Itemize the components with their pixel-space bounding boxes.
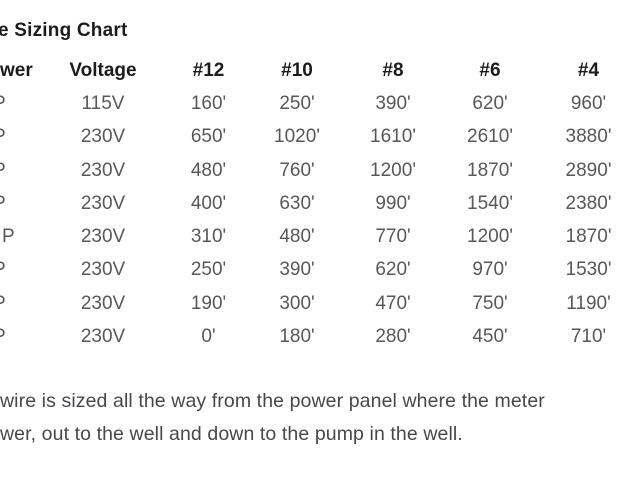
cell-wire-6: 1540'	[467, 192, 513, 214]
cell-wire-12: 400'	[190, 192, 227, 214]
wire-sizing-table: wer Voltage #12 #10 #8 #6 #4 P 115V 160'…	[0, 54, 640, 354]
footnote-line-2: wer, out to the well and down to the pum…	[0, 423, 463, 445]
header-voltage: Voltage	[69, 59, 137, 81]
header-wire-gauge-12: #12	[192, 59, 225, 81]
cell-wire-4: 2890'	[565, 159, 612, 181]
cell-wire-8: 1200'	[370, 159, 416, 181]
cell-horsepower: P	[0, 93, 40, 115]
cell-wire-12: 190'	[190, 292, 227, 314]
cell-wire-10: 180'	[279, 326, 315, 348]
cell-voltage: 230V	[80, 226, 126, 248]
header-horsepower: wer	[0, 59, 33, 81]
cell-wire-10: 390'	[279, 259, 315, 281]
cell-wire-10: 300'	[279, 292, 315, 314]
cell-wire-8: 770'	[375, 226, 411, 248]
footnote-line-1: wire is sized all the way from the power…	[0, 390, 545, 412]
cell-wire-8: 620'	[375, 259, 411, 281]
cell-wire-4: 1190'	[566, 292, 611, 314]
cell-wire-6: 1870'	[467, 159, 513, 181]
table-row: P 230V 250' 390' 620' 970' 1530'	[0, 254, 640, 287]
cell-voltage: 230V	[80, 326, 126, 348]
cell-wire-4: 710'	[570, 326, 607, 348]
cell-wire-4: 2380'	[565, 192, 612, 214]
cell-voltage: 230V	[80, 159, 126, 181]
table-row: P 230V 310' 480' 770' 1200' 1870'	[0, 220, 640, 253]
cell-horsepower: P	[0, 160, 40, 182]
cell-wire-12: 650'	[190, 126, 227, 148]
cell-voltage: 230V	[80, 192, 126, 214]
cell-voltage: 230V	[80, 126, 126, 148]
cell-voltage: 115V	[81, 92, 125, 114]
cell-wire-8: 390'	[375, 92, 411, 114]
cell-wire-10: 630'	[279, 192, 315, 214]
cell-horsepower: P	[0, 326, 40, 348]
cell-wire-8: 1610'	[370, 126, 416, 148]
cell-wire-6: 450'	[472, 326, 508, 348]
cell-wire-4: 1870'	[565, 226, 612, 248]
header-wire-gauge-8: #8	[382, 59, 404, 81]
cell-horsepower: P	[2, 226, 15, 248]
cell-wire-8: 470'	[375, 292, 411, 314]
cell-wire-4: 1530'	[565, 259, 612, 281]
table-row: P 230V 400' 630' 990' 1540' 2380'	[0, 187, 640, 220]
cell-wire-4: 960'	[570, 92, 607, 114]
header-wire-gauge-4: #4	[577, 59, 600, 81]
header-wire-gauge-6: #6	[479, 59, 501, 81]
cell-wire-8: 280'	[375, 326, 411, 348]
cell-wire-6: 1200'	[467, 226, 513, 248]
table-header-row: wer Voltage #12 #10 #8 #6 #4	[0, 54, 640, 87]
cell-wire-10: 480'	[279, 226, 315, 248]
cell-wire-12: 250'	[190, 259, 227, 281]
cell-wire-6: 750'	[472, 292, 508, 314]
cell-horsepower: P	[0, 259, 40, 281]
cell-wire-12: 310'	[190, 226, 227, 248]
cell-wire-6: 2610'	[467, 126, 513, 148]
table-row: P 230V 480' 760' 1200' 1870' 2890'	[0, 154, 640, 187]
cell-wire-6: 620'	[472, 92, 508, 114]
cell-wire-10: 760'	[279, 159, 315, 181]
cell-voltage: 230V	[80, 292, 126, 314]
cell-wire-8: 990'	[375, 192, 411, 214]
cell-wire-12: 0'	[201, 326, 216, 348]
footnote: wire is sized all the way from the power…	[0, 385, 545, 451]
cell-wire-12: 480'	[190, 159, 227, 181]
cell-wire-10: 250'	[279, 92, 315, 114]
cell-horsepower: P	[0, 126, 40, 148]
cell-voltage: 230V	[80, 259, 126, 281]
page-title: e Sizing Chart	[0, 20, 128, 41]
cell-horsepower: P	[0, 193, 40, 215]
cell-wire-10: 1020'	[274, 126, 320, 148]
cell-wire-6: 970'	[472, 259, 508, 281]
cell-wire-12: 160'	[190, 92, 227, 114]
table-row: P 230V 650' 1020' 1610' 2610' 3880'	[0, 121, 640, 154]
cell-wire-4: 3880'	[565, 126, 612, 148]
table-row: P 230V 0' 180' 280' 450' 710'	[0, 320, 640, 353]
cell-horsepower: P	[0, 293, 40, 315]
table-row: P 230V 190' 300' 470' 750' 1190'	[0, 287, 640, 320]
table-row: P 115V 160' 250' 390' 620' 960'	[0, 87, 640, 120]
header-wire-gauge-10: #10	[281, 59, 313, 81]
